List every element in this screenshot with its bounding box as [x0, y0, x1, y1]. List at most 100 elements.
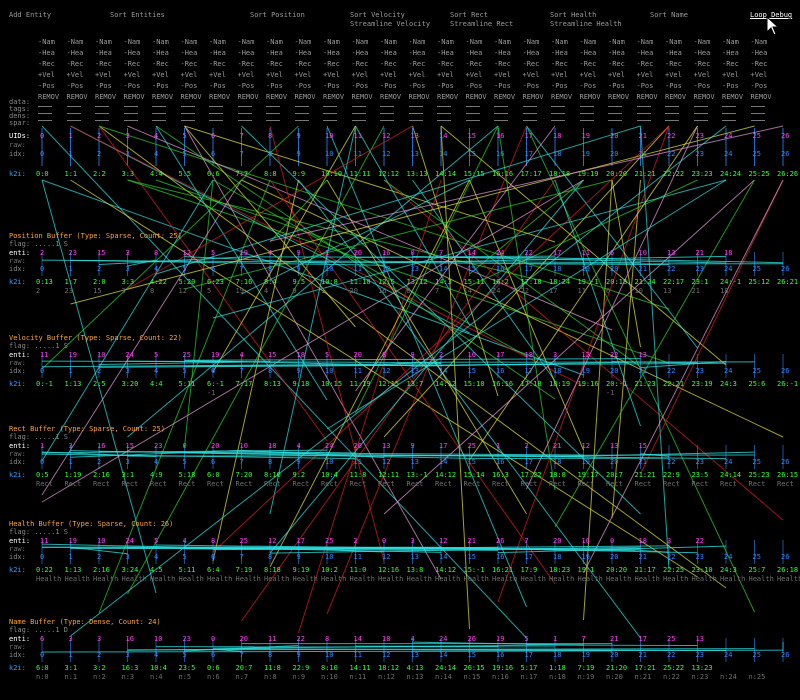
- streamline-health-button[interactable]: Streamline Health: [550, 20, 622, 28]
- op-button-4-1[interactable]: -Pos: [66, 82, 84, 90]
- op-button-0-6[interactable]: -Nam: [209, 38, 226, 46]
- op-button-2-12[interactable]: -Rec: [380, 60, 397, 68]
- remove-button-11[interactable]: REMOV: [351, 93, 373, 101]
- op-button-1-25[interactable]: -Hea: [750, 49, 768, 57]
- op-button-0-19[interactable]: -Nam: [579, 38, 597, 46]
- op-button-0-3[interactable]: -Nam: [123, 38, 141, 46]
- sort-entities-button[interactable]: Sort Entities: [110, 11, 165, 19]
- op-button-1-19[interactable]: -Hea: [579, 49, 597, 57]
- remove-button-20[interactable]: REMOV: [608, 93, 630, 101]
- op-button-0-24[interactable]: -Nam: [722, 38, 739, 46]
- op-button-3-14[interactable]: +Vel: [437, 71, 454, 79]
- op-button-1-17[interactable]: -Hea: [522, 49, 540, 57]
- op-button-2-19[interactable]: -Rec: [579, 60, 597, 68]
- op-button-1-7[interactable]: -Hea: [237, 49, 255, 57]
- op-button-3-2[interactable]: +Vel: [95, 71, 112, 79]
- op-button-2-11[interactable]: -Rec: [351, 60, 369, 68]
- op-button-3-15[interactable]: +Vel: [465, 71, 483, 79]
- op-button-0-7[interactable]: -Nam: [237, 38, 255, 46]
- op-button-2-24[interactable]: -Rec: [722, 60, 739, 68]
- op-button-1-4[interactable]: -Hea: [152, 49, 169, 57]
- op-button-3-23[interactable]: +Vel: [693, 71, 711, 79]
- remove-button-6[interactable]: REMOV: [209, 93, 231, 101]
- op-button-2-10[interactable]: -Rec: [323, 60, 340, 68]
- op-button-4-2[interactable]: -Pos: [95, 82, 112, 90]
- remove-button-12[interactable]: REMOV: [380, 93, 402, 101]
- op-button-0-16[interactable]: -Nam: [494, 38, 511, 46]
- op-button-0-21[interactable]: -Nam: [636, 38, 654, 46]
- op-button-3-17[interactable]: +Vel: [522, 71, 540, 79]
- sort-name-button[interactable]: Sort Name: [650, 11, 688, 19]
- op-button-2-13[interactable]: -Rec: [408, 60, 426, 68]
- op-button-1-6[interactable]: -Hea: [209, 49, 226, 57]
- op-button-1-1[interactable]: -Hea: [66, 49, 84, 57]
- op-button-2-4[interactable]: -Rec: [152, 60, 169, 68]
- op-button-0-13[interactable]: -Nam: [408, 38, 426, 46]
- add-entity-button[interactable]: Add Entity: [9, 11, 52, 19]
- op-button-0-18[interactable]: -Nam: [551, 38, 568, 46]
- op-button-4-21[interactable]: -Pos: [636, 82, 654, 90]
- op-button-4-16[interactable]: -Pos: [494, 82, 511, 90]
- sort-rect-button[interactable]: Sort Rect: [450, 11, 488, 19]
- remove-button-24[interactable]: REMOV: [722, 93, 744, 101]
- op-button-4-25[interactable]: -Pos: [750, 82, 768, 90]
- op-button-3-7[interactable]: +Vel: [237, 71, 255, 79]
- op-button-4-7[interactable]: -Pos: [237, 82, 255, 90]
- op-button-2-20[interactable]: -Rec: [608, 60, 625, 68]
- op-button-4-8[interactable]: -Pos: [266, 82, 283, 90]
- op-button-4-9[interactable]: -Pos: [294, 82, 312, 90]
- op-button-3-1[interactable]: +Vel: [66, 71, 84, 79]
- op-button-1-2[interactable]: -Hea: [95, 49, 112, 57]
- op-button-4-11[interactable]: -Pos: [351, 82, 369, 90]
- op-button-4-13[interactable]: -Pos: [408, 82, 426, 90]
- op-button-1-24[interactable]: -Hea: [722, 49, 739, 57]
- op-button-4-22[interactable]: -Pos: [665, 82, 682, 90]
- op-button-0-2[interactable]: -Nam: [95, 38, 112, 46]
- op-button-4-3[interactable]: -Pos: [123, 82, 141, 90]
- op-button-4-18[interactable]: -Pos: [551, 82, 568, 90]
- op-button-0-0[interactable]: -Nam: [38, 38, 55, 46]
- op-button-0-8[interactable]: -Nam: [266, 38, 283, 46]
- op-button-0-22[interactable]: -Nam: [665, 38, 682, 46]
- op-button-4-12[interactable]: -Pos: [380, 82, 397, 90]
- op-button-4-6[interactable]: -Pos: [209, 82, 226, 90]
- sort-health-button[interactable]: Sort Health: [550, 11, 597, 19]
- remove-button-1[interactable]: REMOV: [66, 93, 88, 101]
- op-button-3-18[interactable]: +Vel: [551, 71, 568, 79]
- remove-button-25[interactable]: REMOV: [750, 93, 772, 101]
- op-button-2-22[interactable]: -Rec: [665, 60, 682, 68]
- op-button-2-23[interactable]: -Rec: [693, 60, 711, 68]
- op-button-3-20[interactable]: +Vel: [608, 71, 625, 79]
- op-button-4-20[interactable]: -Pos: [608, 82, 625, 90]
- op-button-0-15[interactable]: -Nam: [465, 38, 483, 46]
- op-button-1-3[interactable]: -Hea: [123, 49, 141, 57]
- op-button-3-19[interactable]: +Vel: [579, 71, 597, 79]
- op-button-1-23[interactable]: -Hea: [693, 49, 711, 57]
- streamline-rect-button[interactable]: Streamline Rect: [450, 20, 514, 28]
- op-button-2-14[interactable]: -Rec: [437, 60, 454, 68]
- op-button-3-21[interactable]: +Vel: [636, 71, 654, 79]
- op-button-1-11[interactable]: -Hea: [351, 49, 369, 57]
- remove-button-0[interactable]: REMOV: [38, 93, 60, 101]
- op-button-2-2[interactable]: -Rec: [95, 60, 112, 68]
- op-button-3-10[interactable]: +Vel: [323, 71, 340, 79]
- streamline-velocity-button[interactable]: Streamline Velocity: [350, 20, 431, 28]
- op-button-1-15[interactable]: -Hea: [465, 49, 483, 57]
- op-button-1-14[interactable]: -Hea: [437, 49, 454, 57]
- op-button-4-15[interactable]: -Pos: [465, 82, 483, 90]
- op-button-1-9[interactable]: -Hea: [294, 49, 312, 57]
- op-button-2-15[interactable]: -Rec: [465, 60, 483, 68]
- op-button-1-22[interactable]: -Hea: [665, 49, 682, 57]
- op-button-1-16[interactable]: -Hea: [494, 49, 511, 57]
- op-button-4-5[interactable]: -Pos: [180, 82, 198, 90]
- op-button-0-12[interactable]: -Nam: [380, 38, 397, 46]
- op-button-0-20[interactable]: -Nam: [608, 38, 625, 46]
- op-button-1-0[interactable]: -Hea: [38, 49, 55, 57]
- op-button-0-1[interactable]: -Nam: [66, 38, 84, 46]
- op-button-2-18[interactable]: -Rec: [551, 60, 568, 68]
- op-button-1-8[interactable]: -Hea: [266, 49, 283, 57]
- remove-button-3[interactable]: REMOV: [123, 93, 145, 101]
- op-button-1-5[interactable]: -Hea: [180, 49, 198, 57]
- op-button-0-10[interactable]: -Nam: [323, 38, 340, 46]
- remove-button-19[interactable]: REMOV: [579, 93, 601, 101]
